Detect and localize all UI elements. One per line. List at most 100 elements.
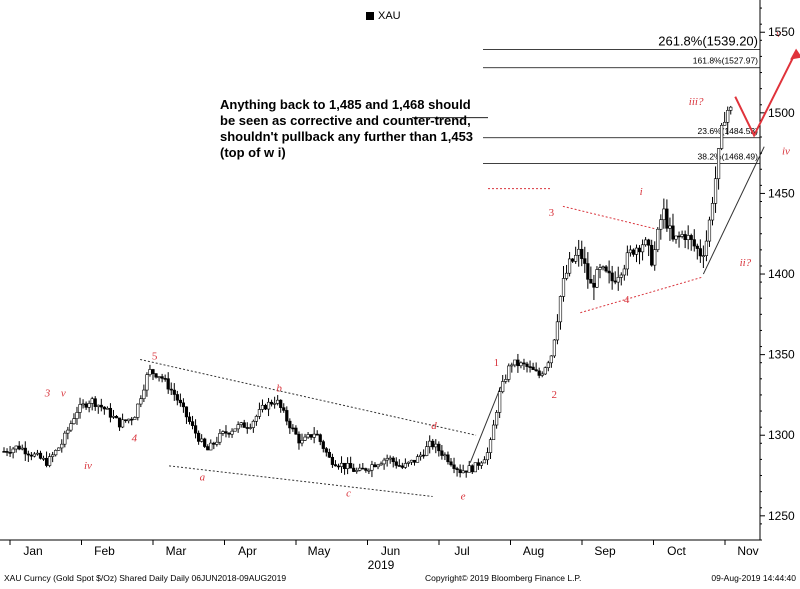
candle-body (84, 403, 88, 408)
candle-body (349, 463, 353, 469)
footer-timestamp: 09-Aug-2019 14:44:40 (711, 573, 796, 583)
candle-body (297, 433, 301, 444)
candle-body (683, 234, 687, 241)
candle-body (613, 280, 617, 283)
candle-body (701, 255, 705, 257)
candle-body (130, 418, 134, 421)
candle-body (674, 235, 678, 240)
candle-body (431, 440, 435, 448)
candle-body (558, 296, 563, 323)
y-tick-label: 1400 (768, 267, 795, 281)
wave-label: v (776, 28, 781, 40)
candle-body (190, 421, 195, 426)
candle-body (625, 252, 629, 270)
candle-body (203, 438, 207, 447)
candle-body (689, 235, 693, 240)
candle-body (482, 459, 487, 464)
projection-path (734, 51, 797, 138)
candle-body (619, 274, 623, 278)
candle-body (117, 417, 122, 428)
candle-body (60, 443, 64, 449)
candle-body (352, 467, 356, 472)
candle-body (346, 463, 350, 469)
candle-body (394, 461, 398, 466)
candle-body (601, 266, 605, 269)
candle-body (303, 436, 307, 441)
candle-body (552, 339, 556, 357)
candle-body (440, 450, 444, 456)
candle-body (17, 445, 21, 450)
candle-body (464, 470, 468, 473)
candle-body (485, 452, 490, 461)
candle-body (519, 362, 523, 367)
candle-body (120, 419, 125, 428)
candle-body (136, 403, 140, 418)
y-tick-label: 1300 (768, 428, 795, 442)
trendline (169, 465, 433, 497)
candle-body (260, 404, 265, 410)
candle-body (397, 465, 401, 467)
candle-body (227, 432, 231, 435)
candle-body (458, 469, 462, 474)
wave-label: iv (84, 460, 92, 472)
candle-body (221, 431, 225, 434)
candle-body (324, 448, 328, 453)
y-tick-label: 1250 (768, 509, 795, 523)
x-tick-label: Jan (23, 544, 42, 558)
candle-body (610, 272, 614, 282)
candle-body (555, 321, 560, 341)
candle-body (133, 417, 137, 420)
candle-body (224, 431, 228, 434)
candle-body (300, 440, 304, 444)
candle-body (525, 363, 529, 367)
wave-label: i (640, 186, 643, 198)
candle-body (99, 404, 103, 408)
candle-body (336, 465, 341, 468)
wave-label: 3 (549, 207, 555, 219)
candle-body (236, 424, 240, 430)
candle-body (263, 404, 268, 410)
x-tick-label: Nov (737, 544, 758, 558)
candle-body (631, 249, 636, 255)
candle-body (467, 465, 471, 473)
candle-body (339, 462, 344, 467)
candle-body (634, 247, 639, 255)
candle-body (409, 459, 414, 463)
y-tick-label: 1350 (768, 348, 795, 362)
trendline (140, 358, 477, 436)
candle-body (63, 432, 67, 445)
candle-body (269, 401, 274, 405)
candle-body (549, 355, 553, 364)
candle-body (400, 465, 404, 468)
candle-body (93, 398, 97, 407)
candle-body (327, 451, 331, 458)
candle-body (446, 454, 450, 463)
candle-body (698, 248, 702, 257)
candle-body (69, 423, 73, 431)
candle-body (312, 433, 316, 438)
candle-body (212, 442, 216, 445)
candle-body (434, 443, 438, 448)
candle-body (266, 401, 271, 410)
legend-label: XAU (378, 10, 401, 22)
wave-label: 4 (624, 294, 630, 306)
wave-label: iv (782, 146, 790, 158)
candle-body (540, 373, 544, 376)
candle-body (5, 451, 9, 453)
candle-body (531, 366, 535, 370)
candle-body (564, 272, 569, 279)
candle-body (193, 425, 198, 434)
candle-body (443, 454, 447, 457)
candle-body (589, 279, 593, 284)
y-tick-label: 1450 (768, 186, 795, 200)
x-tick-label: May (308, 544, 331, 558)
candle-body (75, 412, 79, 419)
footer-copyright: Copyright© 2019 Bloomberg Finance L.P. (425, 573, 582, 583)
candle-body (415, 456, 420, 463)
candle-body (449, 461, 453, 466)
candle-body (361, 467, 365, 470)
candle-body (543, 367, 547, 375)
candle-body (321, 441, 325, 449)
candle-body (54, 450, 58, 456)
trendline (702, 146, 765, 275)
